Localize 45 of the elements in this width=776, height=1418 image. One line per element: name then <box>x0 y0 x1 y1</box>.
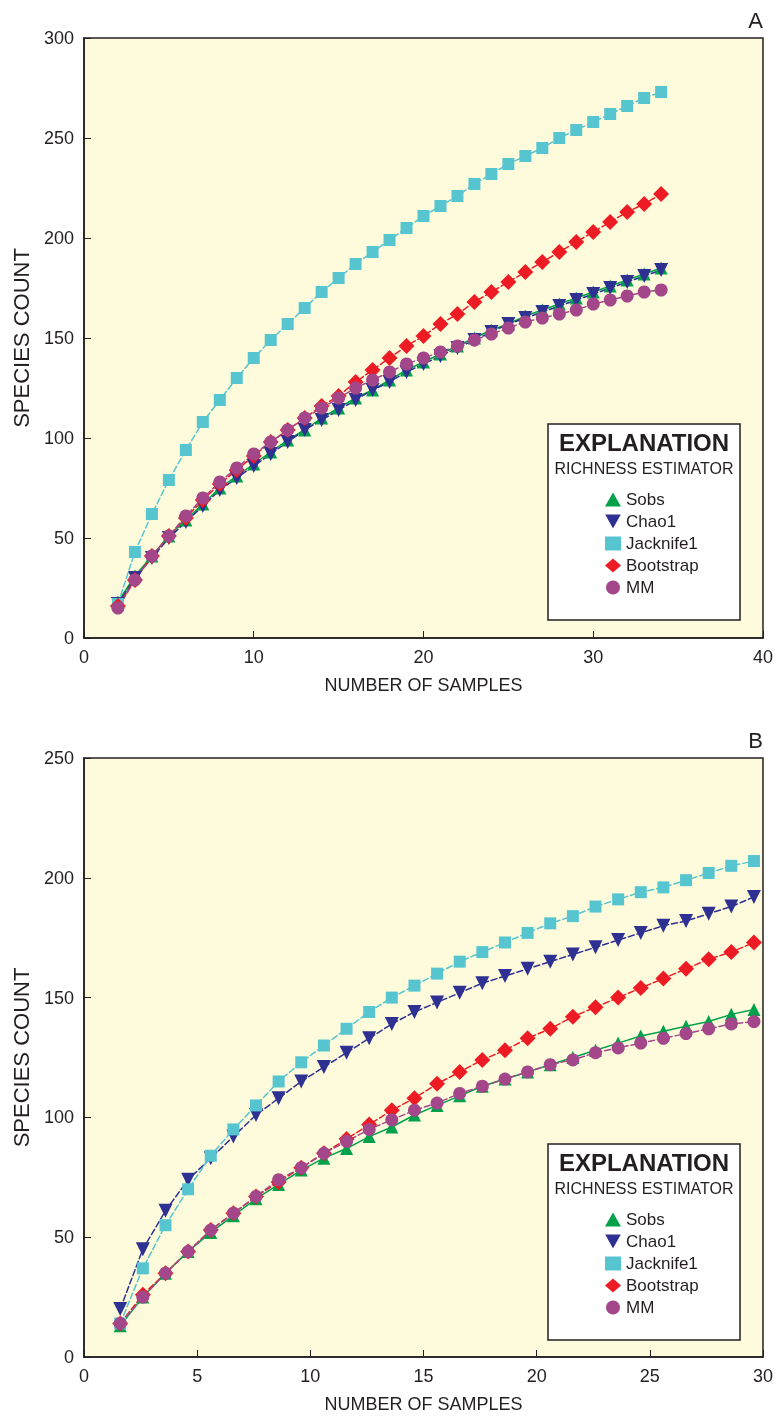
y-tick-label: 250 <box>43 748 74 768</box>
y-tick-label: 250 <box>43 128 74 148</box>
chart-title: A <box>748 7 764 33</box>
y-tick-label: 200 <box>43 867 74 888</box>
x-tick-label: 0 <box>78 647 90 667</box>
legend-label: MM <box>626 1298 655 1317</box>
annotation: RICHNESS ESTIMATOR <box>554 459 734 477</box>
legend-label: Bootstrap <box>626 556 699 575</box>
x-tick-label: 15 <box>413 1366 434 1386</box>
y-tick-label: 50 <box>53 1227 74 1248</box>
y-tick-label: 50 <box>53 528 74 548</box>
y-tick-label: 0 <box>63 1347 74 1367</box>
y-tick-label: 0 <box>63 628 74 648</box>
x-tick-label: 40 <box>752 647 773 667</box>
y-axis-title: SPECIES COUNT <box>8 967 34 1148</box>
x-tick-label: 0 <box>78 1366 90 1386</box>
legend-label: MM <box>626 578 655 597</box>
legend-label: Chao1 <box>626 1232 677 1251</box>
x-tick-label: 20 <box>413 647 434 667</box>
x-tick-label: 30 <box>583 647 604 667</box>
x-tick-label: 25 <box>639 1366 660 1386</box>
x-axis-title: NUMBER OF SAMPLES <box>324 675 523 695</box>
y-tick-label: 100 <box>43 428 74 448</box>
x-tick-label: 10 <box>300 1366 321 1386</box>
legend-label: Bootstrap <box>626 1276 699 1295</box>
y-axis-title: SPECIES COUNT <box>8 248 34 428</box>
x-tick-label: 10 <box>243 647 264 667</box>
x-tick-label: 20 <box>526 1366 547 1386</box>
legend-label: Jacknife1 <box>626 534 698 553</box>
x-axis-title: NUMBER OF SAMPLES <box>324 1394 523 1414</box>
chart-title: B <box>748 727 764 753</box>
y-tick-label: 200 <box>43 228 74 248</box>
legend-title: EXPLANATION <box>558 428 730 456</box>
legend-label: Chao1 <box>626 512 677 531</box>
legend-label: Sobs <box>626 490 665 509</box>
y-tick-label: 150 <box>43 987 74 1008</box>
y-tick-label: 150 <box>43 328 74 348</box>
y-tick-label: 300 <box>43 28 74 48</box>
legend-label: Jacknife1 <box>626 1254 698 1273</box>
y-tick-label: 100 <box>43 1107 74 1128</box>
legend-title: EXPLANATION <box>558 1148 730 1176</box>
annotation: RICHNESS ESTIMATOR <box>554 1179 734 1197</box>
legend-label: Sobs <box>626 1210 665 1229</box>
x-tick-label: 5 <box>192 1366 203 1386</box>
x-tick-label: 30 <box>752 1366 773 1386</box>
